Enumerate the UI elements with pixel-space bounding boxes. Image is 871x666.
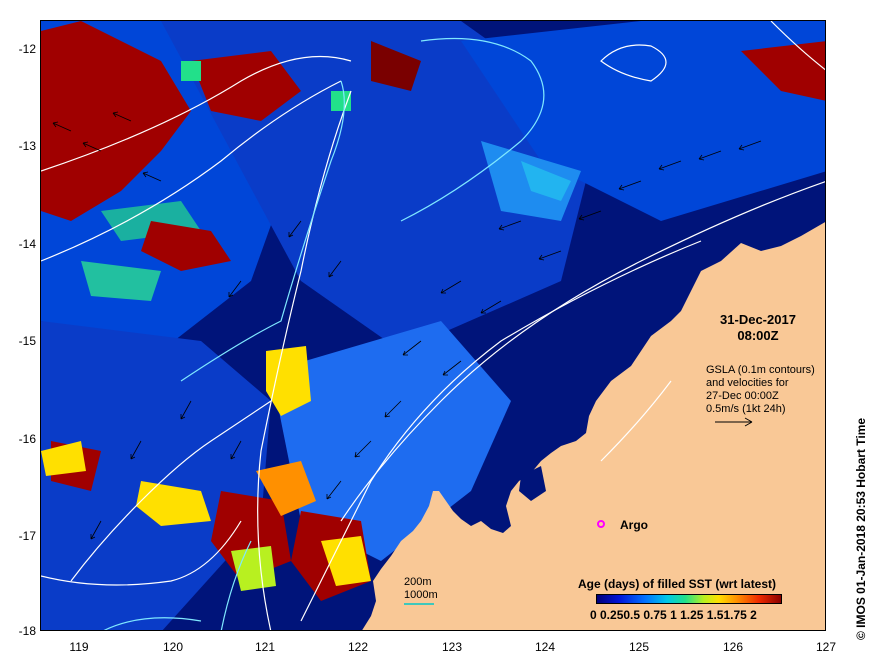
y-tick-label: -13 bbox=[18, 139, 36, 153]
y-tick-label: -18 bbox=[18, 624, 36, 638]
x-tick-label: 120 bbox=[162, 640, 184, 654]
x-tick-label: 126 bbox=[722, 640, 744, 654]
y-tick-label: -15 bbox=[18, 334, 36, 348]
velocity-scale-arrow-icon bbox=[715, 417, 753, 427]
imos-credit: © IMOS 01-Jan-2018 20:53 Hobart Time bbox=[854, 417, 868, 640]
y-tick-label: -16 bbox=[18, 432, 36, 446]
x-tick-label: 119 bbox=[69, 640, 89, 654]
argo-float-marker-icon bbox=[597, 520, 605, 528]
y-tick-label: -14 bbox=[18, 237, 36, 251]
velocity-arrows bbox=[52, 111, 762, 540]
velocity-scale-label: 0.5m/s (1kt 24h) bbox=[706, 403, 786, 415]
depth-legend-1000m: 1000m bbox=[404, 589, 438, 601]
depth-legend-200m: 200m bbox=[404, 576, 432, 588]
x-tick-label: 125 bbox=[628, 640, 650, 654]
estuary-region bbox=[519, 466, 546, 501]
annotation-date: 31-Dec-2017 bbox=[720, 312, 796, 327]
y-tick-label: -12 bbox=[18, 42, 36, 56]
argo-label: Argo bbox=[620, 518, 648, 532]
colorbar-tick-labels: 0 0.250.5 0.75 1 1.25 1.51.75 2 bbox=[590, 608, 757, 622]
map-canvas bbox=[41, 21, 825, 630]
depth-contour-legend: 200m 1000m bbox=[404, 576, 444, 606]
gsla-line: GSLA (0.1m contours) bbox=[706, 364, 815, 376]
x-tick-label: 122 bbox=[347, 640, 369, 654]
land-mass bbox=[362, 222, 825, 630]
gsla-annotation: GSLA (0.1m contours) and velocities for … bbox=[706, 364, 815, 416]
y-tick-label: -17 bbox=[18, 529, 36, 543]
gsla-contours bbox=[41, 21, 825, 630]
x-tick-label: 123 bbox=[441, 640, 463, 654]
gsla-line: and velocities for bbox=[706, 377, 789, 389]
depth-legend-swatch bbox=[404, 603, 434, 605]
x-tick-label: 121 bbox=[254, 640, 276, 654]
date-annotation: 31-Dec-2017 08:00Z bbox=[708, 312, 808, 344]
annotation-time: 08:00Z bbox=[737, 328, 779, 343]
gsla-line: 27-Dec 00:00Z bbox=[706, 390, 779, 402]
map-frame bbox=[40, 20, 826, 631]
x-tick-label: 124 bbox=[534, 640, 556, 654]
colorbar bbox=[596, 594, 782, 604]
x-tick-label: 127 bbox=[815, 640, 837, 654]
colorbar-title: Age (days) of filled SST (wrt latest) bbox=[578, 577, 777, 591]
